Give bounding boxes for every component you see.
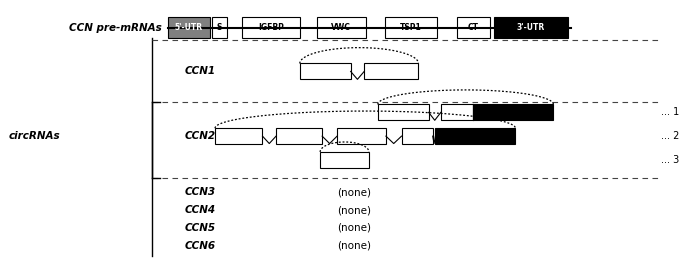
FancyBboxPatch shape (320, 152, 369, 168)
FancyBboxPatch shape (242, 17, 300, 38)
Text: CCN5: CCN5 (184, 223, 216, 233)
Text: (none): (none) (337, 223, 371, 233)
Text: IGFBP: IGFBP (258, 23, 284, 32)
Text: CCN6: CCN6 (184, 241, 216, 251)
FancyBboxPatch shape (168, 17, 210, 38)
Text: CCN1: CCN1 (184, 66, 216, 76)
Text: ... 3: ... 3 (661, 155, 680, 165)
Text: ... 2: ... 2 (661, 131, 680, 141)
FancyBboxPatch shape (316, 17, 366, 38)
Text: (none): (none) (337, 187, 371, 197)
Text: CCN3: CCN3 (184, 187, 216, 197)
FancyBboxPatch shape (494, 17, 569, 38)
FancyBboxPatch shape (441, 104, 473, 120)
FancyBboxPatch shape (364, 64, 419, 79)
FancyBboxPatch shape (473, 104, 553, 120)
Text: 3'-UTR: 3'-UTR (517, 23, 545, 32)
FancyBboxPatch shape (401, 128, 433, 144)
FancyBboxPatch shape (300, 64, 351, 79)
Text: (none): (none) (337, 241, 371, 251)
Text: VWC: VWC (332, 23, 351, 32)
Text: (none): (none) (337, 205, 371, 215)
Text: circRNAs: circRNAs (8, 131, 60, 141)
Text: S: S (216, 23, 222, 32)
FancyBboxPatch shape (436, 128, 515, 144)
FancyBboxPatch shape (457, 17, 490, 38)
Text: CCN4: CCN4 (184, 205, 216, 215)
Text: CT: CT (468, 23, 479, 32)
Text: TSP1: TSP1 (400, 23, 422, 32)
Text: 5'-UTR: 5'-UTR (175, 23, 203, 32)
Text: ... 1: ... 1 (661, 107, 680, 117)
Text: CCN pre-mRNAs: CCN pre-mRNAs (69, 23, 162, 33)
FancyBboxPatch shape (212, 17, 227, 38)
FancyBboxPatch shape (276, 128, 322, 144)
FancyBboxPatch shape (378, 104, 429, 120)
FancyBboxPatch shape (215, 128, 262, 144)
FancyBboxPatch shape (384, 17, 438, 38)
FancyBboxPatch shape (337, 128, 386, 144)
Text: CCN2: CCN2 (184, 131, 216, 141)
